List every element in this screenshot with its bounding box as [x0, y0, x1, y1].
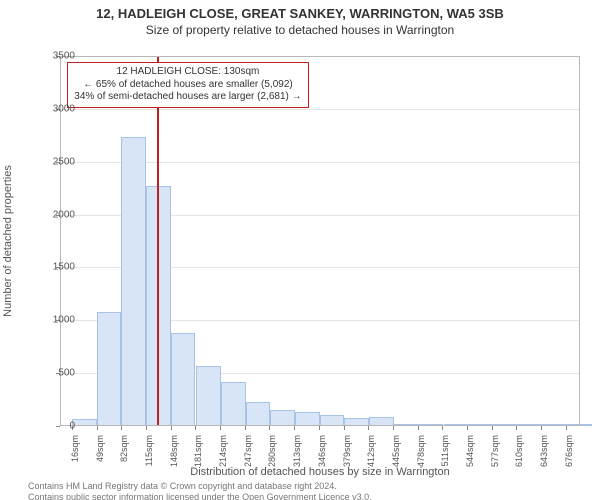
y-tick-label: 1500	[35, 262, 75, 273]
y-tick-label: 2500	[35, 156, 75, 167]
x-tick-mark	[97, 426, 98, 430]
plot-area: 16sqm49sqm82sqm115sqm148sqm181sqm214sqm2…	[60, 56, 580, 426]
x-tick-label: 577sqm	[490, 435, 500, 495]
footer-line-2: Contains public sector information licen…	[28, 492, 372, 500]
x-tick-label: 643sqm	[539, 435, 549, 495]
x-tick-mark	[467, 426, 468, 430]
x-tick-mark	[442, 426, 443, 430]
x-tick-mark	[393, 426, 394, 430]
y-tick-label: 2000	[35, 209, 75, 220]
x-tick-mark	[541, 426, 542, 430]
footer-line-1: Contains HM Land Registry data © Crown c…	[28, 481, 372, 492]
x-tick-mark	[368, 426, 369, 430]
x-tick-label: 676sqm	[564, 435, 574, 495]
y-axis-label: Number of detached properties	[2, 165, 14, 317]
x-tick-mark	[245, 426, 246, 430]
callout-line: ← 65% of detached houses are smaller (5,…	[74, 79, 301, 92]
y-tick-label: 3500	[35, 51, 75, 62]
x-tick-mark	[220, 426, 221, 430]
attribution-footer: Contains HM Land Registry data © Crown c…	[28, 481, 372, 500]
callout-line: 34% of semi-detached houses are larger (…	[74, 91, 301, 104]
x-tick-mark	[319, 426, 320, 430]
plot-border	[60, 56, 580, 426]
x-tick-mark	[121, 426, 122, 430]
y-tick-label: 0	[35, 421, 75, 432]
x-tick-mark	[195, 426, 196, 430]
x-tick-mark	[171, 426, 172, 430]
x-tick-label: 478sqm	[416, 435, 426, 495]
x-tick-mark	[418, 426, 419, 430]
chart-title: 12, HADLEIGH CLOSE, GREAT SANKEY, WARRIN…	[0, 6, 600, 21]
x-tick-mark	[566, 426, 567, 430]
x-tick-mark	[516, 426, 517, 430]
x-tick-mark	[146, 426, 147, 430]
x-tick-mark	[344, 426, 345, 430]
x-tick-label: 511sqm	[440, 435, 450, 495]
x-tick-label: 610sqm	[514, 435, 524, 495]
x-tick-label: 544sqm	[465, 435, 475, 495]
callout-line: 12 HADLEIGH CLOSE: 130sqm	[74, 66, 301, 79]
x-tick-label: 445sqm	[391, 435, 401, 495]
callout-box: 12 HADLEIGH CLOSE: 130sqm← 65% of detach…	[67, 62, 308, 108]
x-axis-label: Distribution of detached houses by size …	[60, 466, 580, 478]
y-tick-label: 1000	[35, 315, 75, 326]
x-tick-mark	[294, 426, 295, 430]
x-tick-mark	[269, 426, 270, 430]
chart-subtitle: Size of property relative to detached ho…	[0, 23, 600, 37]
y-tick-label: 3000	[35, 103, 75, 114]
x-tick-mark	[492, 426, 493, 430]
y-tick-label: 500	[35, 368, 75, 379]
